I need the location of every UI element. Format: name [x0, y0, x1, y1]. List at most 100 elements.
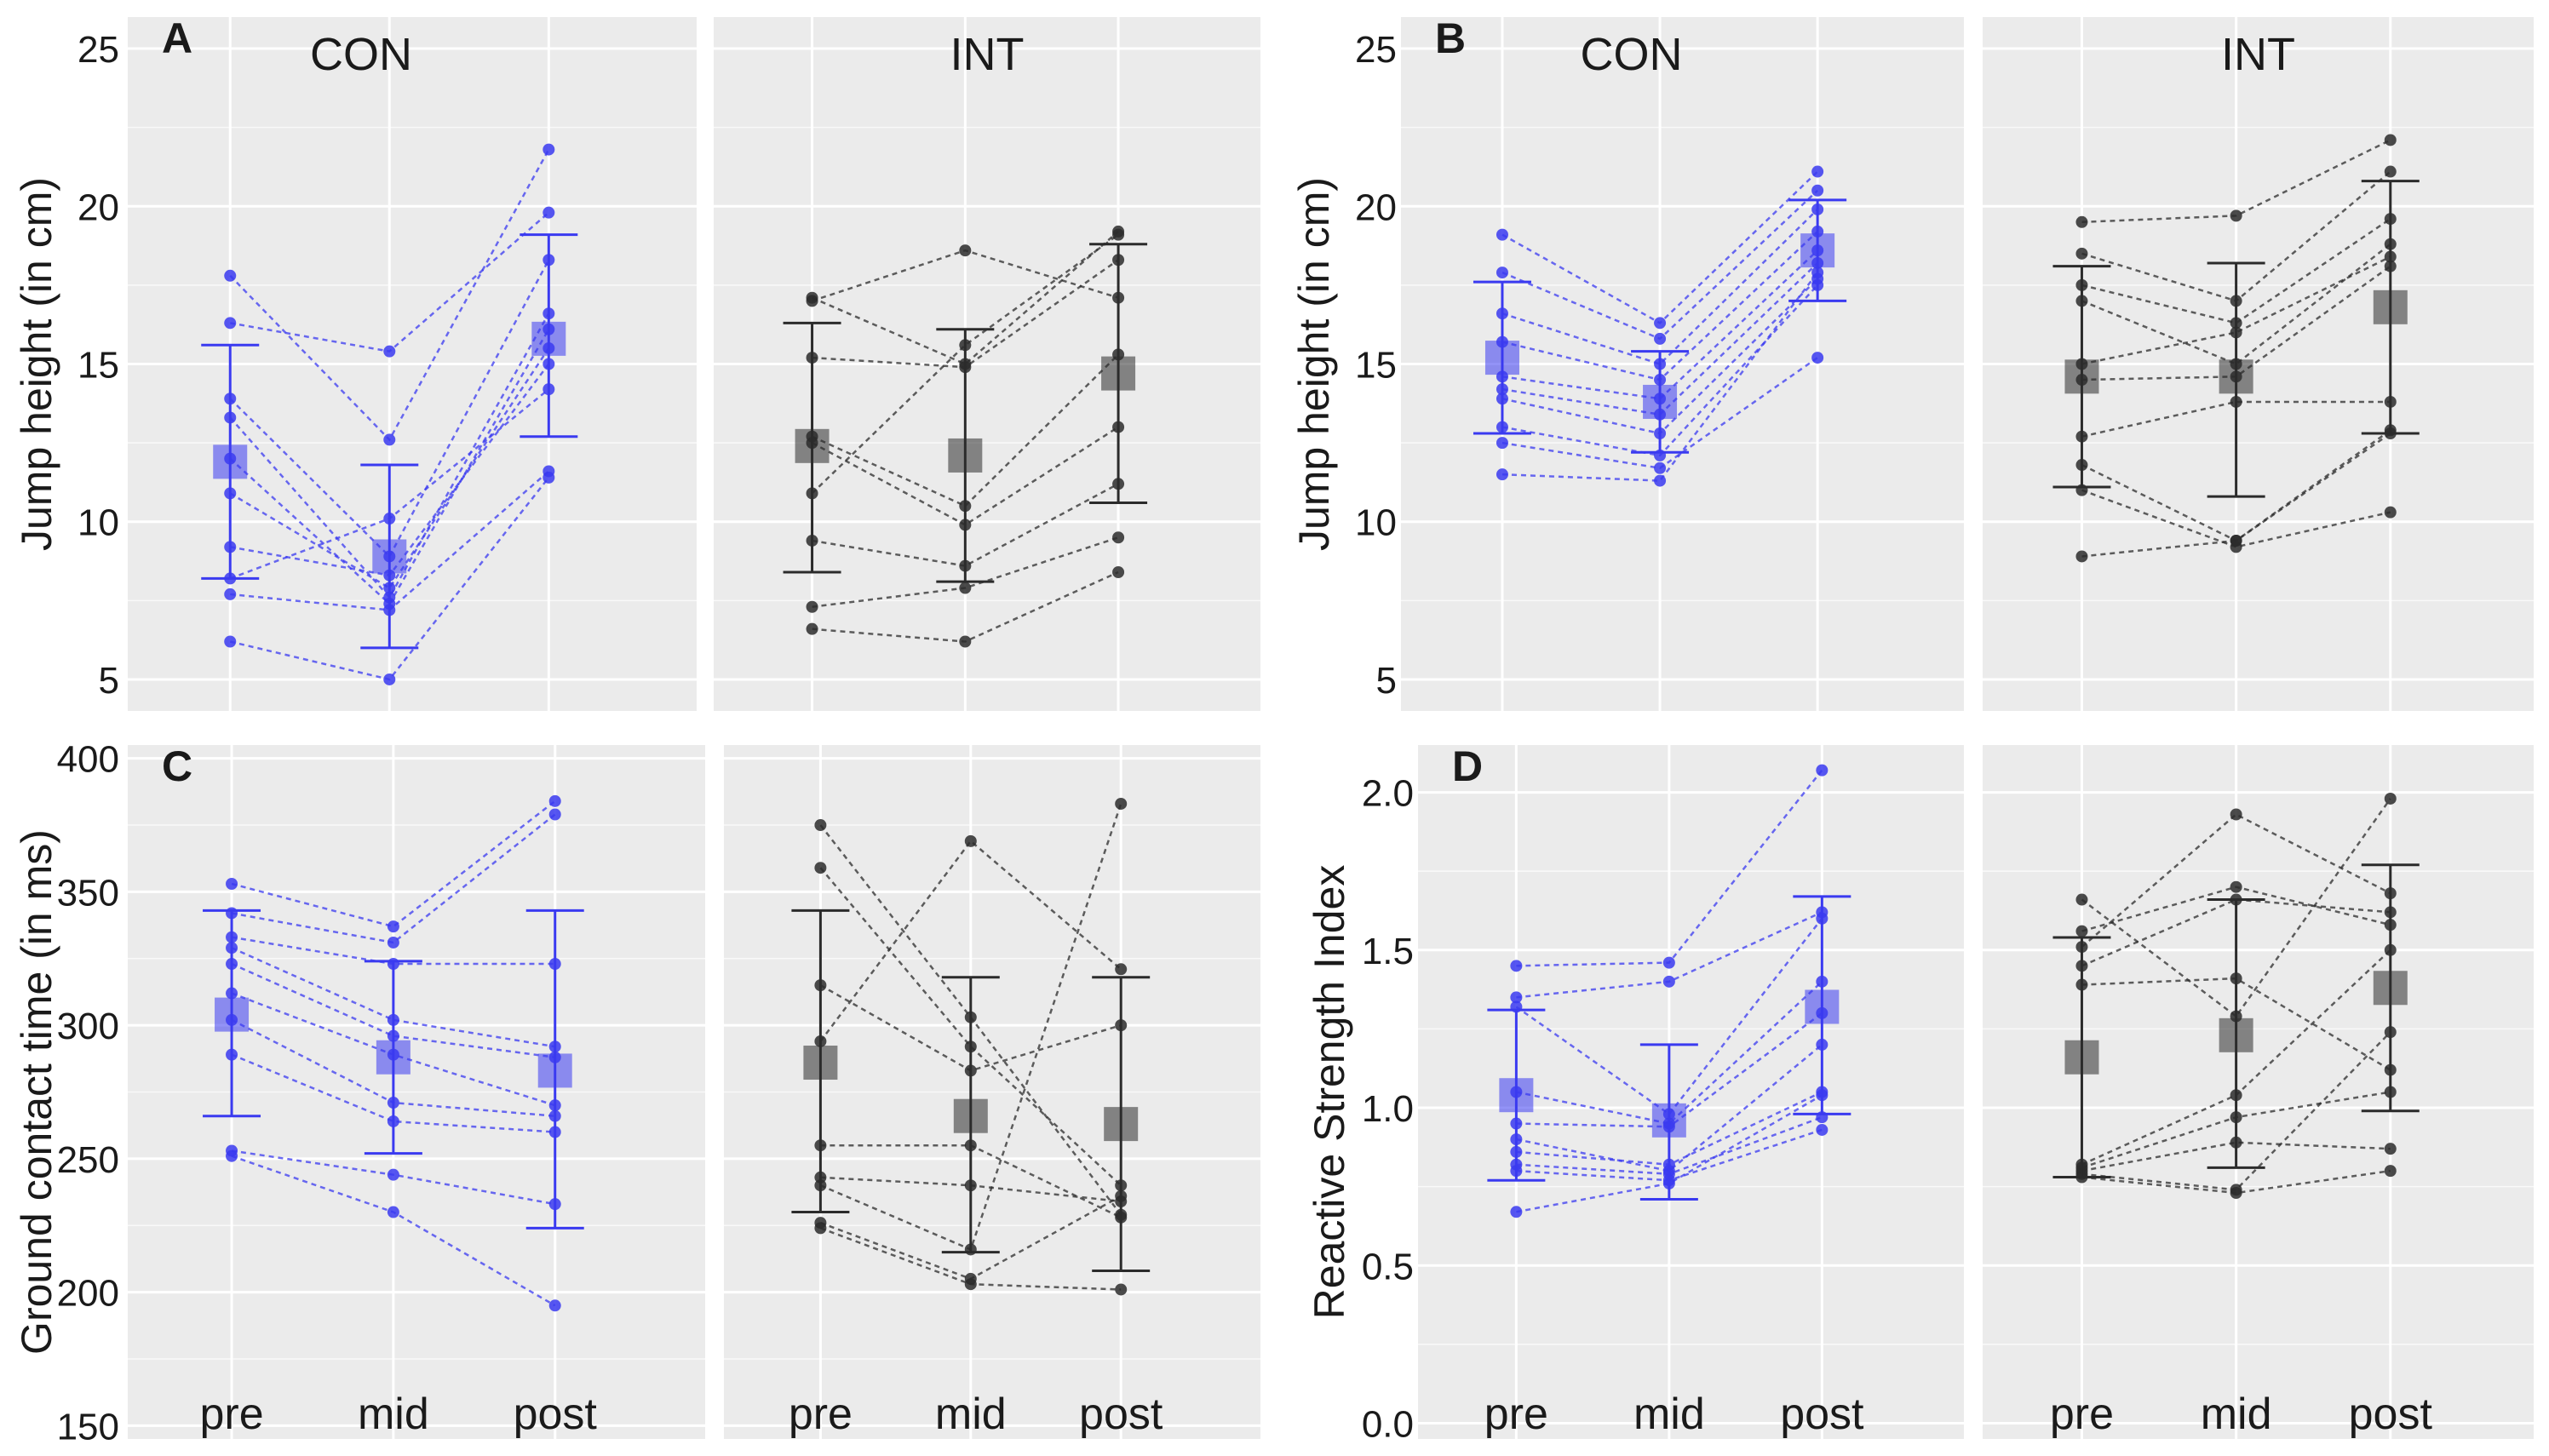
subject-point — [226, 1149, 238, 1162]
subject-point — [387, 936, 399, 949]
subject-point — [383, 433, 396, 446]
x-tick-label: post — [1079, 1390, 1163, 1439]
x-tick-label: mid — [1633, 1390, 1705, 1439]
x-tick-label: pre — [199, 1390, 263, 1439]
y-tick-label: 10 — [1355, 502, 1397, 544]
subject-point — [1115, 1283, 1128, 1296]
subject-point — [964, 834, 977, 847]
subject-point — [548, 794, 561, 807]
chart-B: 5 10 15 20 25 Jump height (in cm) CON INT B — [1290, 14, 2534, 711]
y-tick-label: 20 — [1355, 186, 1397, 228]
subject-point — [2384, 1165, 2397, 1178]
subject-point — [1496, 228, 1508, 241]
subject-point — [814, 1222, 827, 1235]
x-tick-label: pre — [789, 1390, 853, 1439]
subject-point — [959, 244, 972, 257]
facet-label-int: INT — [950, 29, 1025, 80]
chart-C: 150 200 250 300 350 400 Ground contact time (i… — [13, 739, 1260, 1447]
facet-A-CON: CON — [128, 17, 697, 711]
mean-marker — [1499, 1078, 1534, 1113]
subject-point — [814, 862, 827, 874]
subject-point — [2230, 880, 2242, 893]
subject-line — [2081, 1169, 2391, 1195]
x-tick-label: mid — [2201, 1390, 2272, 1439]
subject-point — [2075, 925, 2088, 937]
mean-marker — [1643, 384, 1678, 419]
mean-marker — [213, 444, 248, 479]
y-tick-label: 300 — [57, 1006, 119, 1047]
subject-point — [959, 582, 972, 594]
x-tick-label: mid — [935, 1390, 1007, 1439]
mean-marker — [948, 438, 983, 473]
y-tick-label: 0.5 — [1362, 1246, 1414, 1287]
subject-point — [806, 295, 818, 307]
y-tick-label: 400 — [57, 739, 119, 781]
subject-point — [224, 269, 237, 282]
subject-point — [806, 600, 818, 613]
subject-line — [2081, 1031, 2391, 1191]
mean-marker — [2373, 971, 2408, 1006]
mean-marker — [537, 1053, 572, 1088]
subject-line — [1501, 209, 1819, 365]
x-tick-label: pre — [2050, 1390, 2114, 1439]
mean-marker — [953, 1098, 988, 1133]
y-tick-label: 1.0 — [1362, 1088, 1414, 1130]
subject-line — [2081, 255, 2391, 365]
subject-point — [806, 622, 818, 635]
subject-line — [812, 230, 1119, 365]
subject-line — [1516, 1094, 1823, 1213]
subject-point — [1112, 531, 1125, 544]
mean-marker — [2064, 1040, 2099, 1075]
subject-point — [1496, 468, 1508, 481]
subject-point — [1662, 975, 1675, 988]
facet-C-CON: pre mid post — [128, 745, 705, 1439]
subject-point — [548, 808, 561, 821]
y-axis-label: Jump height (in cm) — [1290, 177, 1338, 551]
y-tick-label: 1.5 — [1362, 931, 1414, 972]
y-tick-label: 15 — [1355, 345, 1397, 387]
y-axis-label: Jump height (in cm) — [13, 177, 60, 551]
x-tick-label: pre — [1484, 1390, 1548, 1439]
subject-point — [1816, 764, 1829, 777]
subject-point — [1654, 474, 1667, 487]
subject-point — [224, 317, 237, 330]
subject-point — [1510, 991, 1523, 1004]
facet-B-INT: INT — [1983, 17, 2534, 711]
subject-line — [231, 800, 556, 928]
x-tick-label: post — [514, 1390, 598, 1439]
subject-line — [2081, 218, 2391, 324]
mean-marker — [531, 321, 566, 356]
subject-point — [1112, 228, 1125, 241]
subject-line — [819, 867, 1122, 1187]
facet-A-INT: INT — [714, 17, 1260, 711]
subject-point — [2075, 215, 2088, 228]
subject-line — [231, 1053, 555, 1133]
subject-point — [959, 635, 972, 648]
subject-line — [2081, 813, 2391, 949]
subject-point — [2384, 165, 2397, 178]
y-tick-label: 5 — [1376, 660, 1397, 702]
subject-point — [2384, 506, 2397, 519]
subject-point — [1510, 960, 1523, 972]
subject-point — [1654, 332, 1667, 345]
subject-point — [383, 345, 396, 358]
subject-line — [811, 233, 1119, 495]
subject-point — [2230, 209, 2242, 222]
panel-letter: B — [1435, 14, 1466, 62]
y-tick-label: 2.0 — [1362, 773, 1414, 815]
subject-point — [1112, 566, 1125, 578]
mean-marker — [2064, 359, 2099, 394]
facet-C-INT: pre mid post — [724, 745, 1260, 1439]
panel-background — [1983, 745, 2534, 1439]
subject-point — [224, 588, 237, 600]
facet-D-CON: pre mid post — [1418, 745, 1964, 1439]
subject-point — [1662, 956, 1675, 969]
subject-point — [1816, 1123, 1829, 1136]
subject-point — [387, 1206, 399, 1218]
subject-point — [2230, 808, 2242, 821]
subject-point — [2230, 534, 2242, 547]
facet-B-CON: CON — [1401, 17, 1964, 711]
subject-point — [1811, 352, 1824, 364]
subject-point — [226, 878, 238, 890]
subject-point — [964, 1278, 977, 1291]
